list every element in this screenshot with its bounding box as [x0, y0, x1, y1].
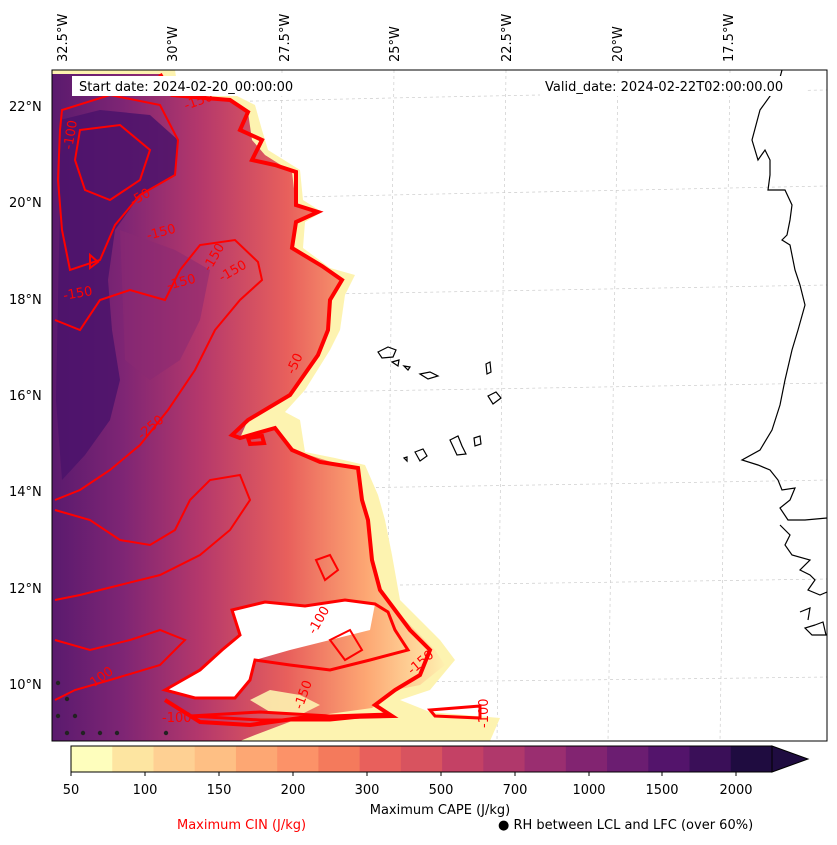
- cin-label: -150: [145, 222, 177, 244]
- map-border: [51, 69, 828, 742]
- colorbar-segment: [442, 746, 484, 772]
- colorbar-segment: [153, 746, 196, 772]
- valid-date-label: Valid_date: 2024-02-22T02:00:00.00: [545, 80, 783, 95]
- colorbar-tick-label: 1500: [645, 783, 678, 798]
- longitude-axis: 32.5°W 30°W 27.5°W 25°W 22.5°W 20°W 17.5…: [56, 14, 737, 62]
- valid-date-box: [540, 76, 805, 96]
- rh-dots: [55, 680, 169, 736]
- cape-verde-islands: [377, 346, 502, 463]
- colorbar-tick-label: 700: [503, 783, 528, 798]
- colorbar-tick-label: 200: [281, 783, 306, 798]
- colorbar-tick-label: 150: [207, 783, 232, 798]
- colorbar-segment: [689, 746, 732, 772]
- africa-coastline: [740, 70, 827, 636]
- colorbar-segment: [730, 746, 773, 772]
- cape-core-max: [56, 110, 178, 480]
- lat-label: 18°N: [9, 293, 42, 308]
- colorbar-tick-label: 300: [355, 783, 380, 798]
- low-cape-hole: [165, 600, 375, 698]
- low-cape-ring: [250, 690, 320, 715]
- cin-label: -150: [165, 272, 197, 294]
- colorbar-segment: [524, 746, 567, 772]
- colorbar-extend-arrow: [771, 745, 810, 773]
- colorbar-segment: [277, 746, 319, 772]
- colorbar-segment: [194, 746, 237, 772]
- colorbar-border: [70, 745, 773, 773]
- lat-label: 10°N: [9, 678, 42, 693]
- cin-contours: [54, 73, 482, 728]
- colorbar-segment: [235, 746, 278, 772]
- colorbar-tick-label: 50: [63, 783, 80, 798]
- cape-core-high: [120, 230, 210, 380]
- cin-label: -100: [162, 711, 192, 726]
- colorbar-tick-label: 100: [133, 783, 158, 798]
- latitude-axis: 22°N 20°N 18°N 16°N 14°N 12°N 10°N: [9, 100, 42, 693]
- lon-label: 17.5°W: [722, 14, 737, 62]
- colorbar-segment: [112, 746, 154, 772]
- lon-label: 30°W: [166, 26, 181, 62]
- lat-label: 20°N: [9, 196, 42, 211]
- colorbar-ticks: 50 100 150 200 300 500 700 1000 1500 200…: [63, 783, 753, 798]
- rh-legend-label: ● RH between LCL and LFC (over 60%): [498, 818, 754, 833]
- cin-legend-label: Maximum CIN (J/kg): [177, 818, 307, 833]
- colorbar-segment: [483, 746, 526, 772]
- colorbar-segment: [400, 746, 443, 772]
- colorbar-segment: [359, 746, 402, 772]
- colorbar-segment: [648, 746, 691, 772]
- lon-label: 25°W: [388, 26, 403, 62]
- cin-label: -150: [62, 284, 94, 304]
- colorbar-tick-label: 1000: [572, 783, 605, 798]
- colorbar-segment: [565, 746, 608, 772]
- lat-label: 16°N: [9, 389, 42, 404]
- cape-colorbar: [70, 745, 810, 776]
- lat-label: 12°N: [9, 582, 42, 597]
- colorbar-label: Maximum CAPE (J/kg): [370, 803, 510, 818]
- lat-label: 14°N: [9, 485, 42, 500]
- start-date-box: [72, 76, 315, 96]
- lon-label: 32.5°W: [56, 14, 71, 62]
- cape-field-main: [52, 74, 445, 741]
- colorbar-tick-label: 2000: [719, 783, 752, 798]
- colorbar-segment: [71, 746, 113, 772]
- lat-label: 22°N: [9, 100, 42, 115]
- colorbar-tick-label: 500: [429, 783, 454, 798]
- lon-label: 27.5°W: [278, 14, 293, 62]
- start-date-label: Start date: 2024-02-20_00:00:00: [79, 80, 293, 95]
- colorbar-segment: [318, 746, 361, 772]
- cin-label: -100: [477, 698, 492, 728]
- cin-label: -100: [61, 119, 81, 151]
- lon-label: 20°W: [611, 26, 626, 62]
- lon-label: 22.5°W: [500, 14, 515, 62]
- colorbar-segment: [607, 746, 649, 772]
